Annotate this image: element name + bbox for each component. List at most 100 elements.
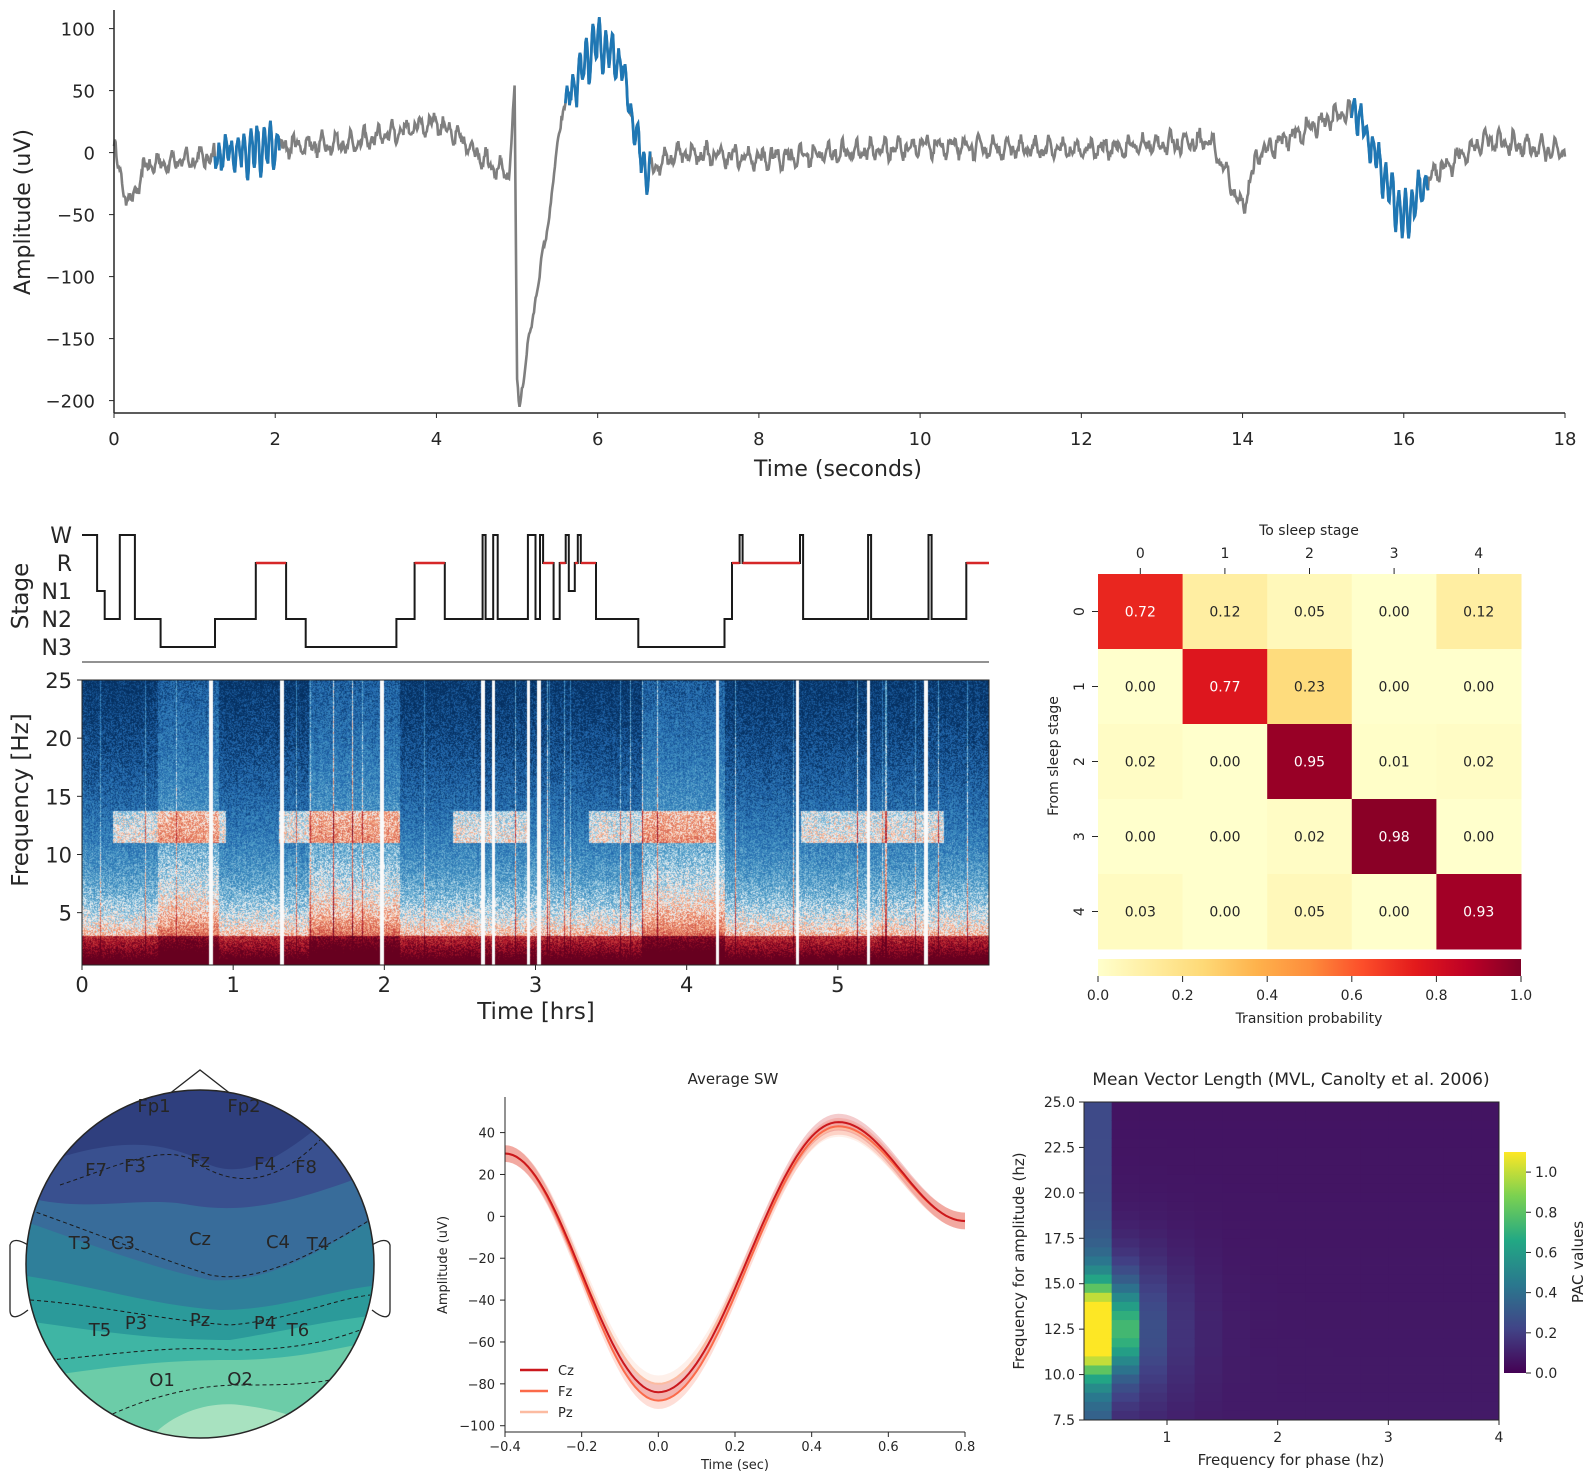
transition-cell-value: 0.00 (1379, 905, 1410, 921)
pac-cell (1333, 1120, 1362, 1130)
right-ear-outline (371, 1239, 391, 1318)
pac-cell (1305, 1102, 1334, 1112)
pac-cell (1305, 1256, 1334, 1266)
pac-x-tick-label: 2 (1273, 1430, 1282, 1446)
spectrogram-frame (81, 679, 990, 966)
pac-cell (1360, 1183, 1389, 1194)
pac-cell (1416, 1274, 1445, 1285)
pac-cell (1084, 1365, 1113, 1375)
pac-cell (1111, 1347, 1140, 1357)
pac-cell (1194, 1347, 1223, 1357)
pac-cell (1084, 1383, 1113, 1394)
transition-cell (1098, 874, 1184, 950)
pac-cell (1139, 1374, 1168, 1385)
pac-cell (1443, 1201, 1472, 1212)
pac-cell (1443, 1129, 1472, 1139)
average-sw-x-tick-label: 0.8 (955, 1440, 976, 1455)
pac-cell (1084, 1283, 1113, 1294)
pac-cell (1388, 1338, 1417, 1348)
pac-cell (1443, 1410, 1472, 1421)
electrode-label: Cz (189, 1229, 211, 1250)
pac-cell (1443, 1401, 1472, 1412)
transition-colorbar (1098, 959, 1521, 976)
pac-cell (1167, 1356, 1196, 1366)
pac-cell (1139, 1356, 1168, 1366)
pac-cell (1167, 1283, 1196, 1294)
pac-cell (1084, 1329, 1113, 1339)
pac-cell (1443, 1329, 1472, 1339)
pac-cell (1139, 1274, 1168, 1285)
pac-cell (1194, 1211, 1223, 1221)
transition-cell (1351, 799, 1437, 875)
pac-cell (1416, 1392, 1445, 1403)
pac-cell (1443, 1383, 1472, 1394)
pac-cell (1443, 1220, 1472, 1230)
electrode-label: P4 (254, 1313, 276, 1334)
pac-cell (1471, 1183, 1500, 1194)
pac-cell (1222, 1256, 1251, 1266)
pac-cell (1277, 1183, 1306, 1194)
pac-cell (1194, 1283, 1223, 1294)
transition-matrix-chart: To sleep stage 0.72 0.12 0.05 0.00 0.120.00 0… (1046, 523, 1532, 1027)
pac-cell (1360, 1347, 1389, 1357)
pac-cell (1167, 1292, 1196, 1303)
pac-cell (1388, 1283, 1417, 1294)
pac-cell (1360, 1201, 1389, 1212)
pac-cell (1305, 1356, 1334, 1366)
pac-colorbar-tick-label: 0.8 (1535, 1205, 1557, 1221)
pac-cell (1250, 1247, 1279, 1257)
average-sw-y-tick-label: 20 (478, 1168, 495, 1183)
transition-colorbar-tick-label: 0.2 (1171, 988, 1193, 1004)
pac-cell (1305, 1320, 1334, 1330)
pac-cell (1277, 1383, 1306, 1394)
pac-cell (1222, 1111, 1251, 1121)
eeg-x-tick-label: 14 (1231, 429, 1254, 450)
spectrogram-y-tick-label: 25 (45, 669, 72, 693)
pac-cell (1084, 1192, 1113, 1203)
pac-cell (1360, 1265, 1389, 1276)
pac-cell (1084, 1183, 1113, 1194)
pac-cell (1111, 1329, 1140, 1339)
pac-cell (1471, 1374, 1500, 1385)
pac-cell (1277, 1211, 1306, 1221)
pac-cell (1333, 1401, 1362, 1412)
pac-cell (1084, 1338, 1113, 1348)
pac-colorbar-tick-label: 0.4 (1535, 1286, 1557, 1302)
pac-cell (1388, 1347, 1417, 1357)
pac-cell (1471, 1338, 1500, 1348)
hypnogram-y-label: Stage (8, 563, 34, 629)
pac-cell (1333, 1347, 1362, 1357)
pac-cell (1222, 1374, 1251, 1385)
pac-cell (1305, 1129, 1334, 1139)
pac-cell (1084, 1256, 1113, 1266)
average-sw-y-tick-label: −20 (468, 1252, 495, 1267)
pac-cell (1167, 1365, 1196, 1375)
transition-colorbar-tick-label: 0.4 (1256, 988, 1278, 1004)
pac-cell (1139, 1201, 1168, 1212)
pac-cell (1305, 1220, 1334, 1230)
pac-cell (1388, 1147, 1417, 1157)
electrode-label: F7 (85, 1160, 107, 1181)
pac-cell (1194, 1274, 1223, 1285)
pac-cell (1194, 1410, 1223, 1421)
pac-cell (1416, 1401, 1445, 1412)
transition-colorbar-label: Transition probability (1235, 1011, 1383, 1027)
transition-cell (1267, 649, 1353, 725)
pac-cell (1250, 1320, 1279, 1330)
spectrogram-chart: 0 1 2 3 4 5 25 20 15 10 5 Time [hrs] Frequency [Hz… (8, 669, 990, 1025)
eeg-event-segment (628, 103, 652, 195)
pac-cell (1443, 1183, 1472, 1194)
eeg-y-tick-label: −150 (46, 330, 95, 351)
pac-cell (1443, 1238, 1472, 1248)
pac-cell (1277, 1156, 1306, 1166)
pac-cell (1167, 1320, 1196, 1330)
pac-cell (1416, 1265, 1445, 1276)
head-outline (25, 1089, 375, 1439)
pac-colorbar-tick-label: 0.0 (1535, 1366, 1557, 1382)
pac-cell (1250, 1338, 1279, 1348)
pac-cell (1194, 1192, 1223, 1203)
pac-cell (1388, 1256, 1417, 1266)
transition-cell-value: 0.95 (1294, 755, 1325, 771)
pac-cell (1443, 1374, 1472, 1385)
pac-cell (1416, 1220, 1445, 1230)
